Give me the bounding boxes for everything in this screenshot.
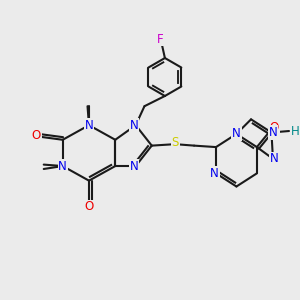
Text: N: N [130,160,139,172]
Text: N: N [232,128,241,140]
Text: O: O [270,121,279,134]
Text: O: O [32,129,41,142]
Text: N: N [85,119,93,132]
Text: H: H [291,124,300,137]
Text: O: O [84,200,94,213]
Text: S: S [171,136,179,149]
Text: N: N [270,152,279,165]
Text: N: N [58,160,67,172]
Text: N: N [130,119,139,132]
Text: F: F [157,32,164,46]
Text: N: N [210,167,219,180]
Text: N: N [268,126,277,139]
